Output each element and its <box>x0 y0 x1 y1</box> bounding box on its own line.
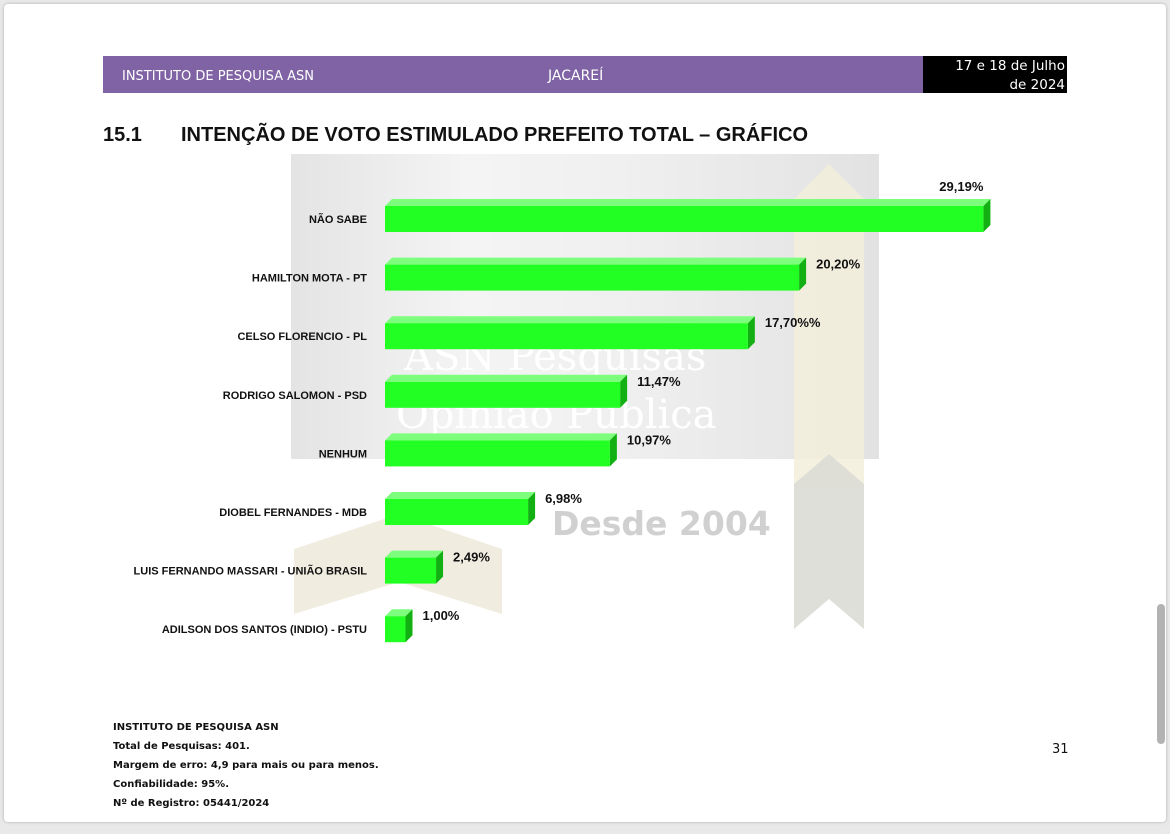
bar-top-face <box>385 609 413 617</box>
bar <box>385 206 984 232</box>
bar <box>385 557 437 584</box>
bar <box>385 381 621 408</box>
bar-top-face <box>385 374 628 382</box>
category-label: DIOBEL FERNANDES - MDB <box>219 507 367 519</box>
bar-group: RODRIGO SALOMON - PSD 11,47% <box>223 374 681 408</box>
category-label: NENHUM <box>319 448 367 460</box>
header-date-line1: 17 e 18 de Julho <box>955 58 1065 74</box>
section-title: INTENÇÃO DE VOTO ESTIMULADO PREFEITO TOT… <box>181 124 809 146</box>
bar-group: CELSO FLORENCIO - PL 17,70%% <box>237 315 821 350</box>
bar-side-face <box>799 257 807 291</box>
bar-side-face <box>983 199 991 232</box>
value-label: 17,70%% <box>765 315 821 330</box>
value-label: 6,98% <box>545 491 582 506</box>
bar-group: DIOBEL FERNANDES - MDB 6,98% <box>219 491 582 525</box>
bar-top-face <box>385 257 807 265</box>
bar <box>385 440 610 467</box>
bar-group: LUIS FERNANDO MASSARI - UNIÃO BRASIL 2,49… <box>134 550 490 584</box>
header-bar: INSTITUTO DE PESQUISA ASN JACAREÍ <box>103 56 923 93</box>
bar-group: ADILSON DOS SANTOS (INDIO) - PSTU 1,00% <box>162 608 460 643</box>
header-date-box: 17 e 18 de Julho de 2024 <box>923 56 1067 93</box>
bar-top-face <box>385 316 755 324</box>
bar-group: HAMILTON MOTA - PT 20,20% <box>252 257 861 291</box>
footer-registry: Nº de Registro: 05441/2024 <box>113 798 270 809</box>
category-label: LUIS FERNANDO MASSARI - UNIÃO BRASIL <box>134 565 368 578</box>
bar-side-face <box>747 316 755 350</box>
value-label: 11,47% <box>637 374 681 389</box>
bar-top-face <box>385 433 617 441</box>
footer-institute: INSTITUTO DE PESQUISA ASN <box>113 722 279 733</box>
bar-chart: NÃO SABE 29,19% HAMILTON MOTA - PT 20,20% CE… <box>134 179 991 643</box>
bar-top-face <box>385 199 991 206</box>
bar-top-face <box>385 492 536 499</box>
bar-side-face <box>528 492 536 525</box>
category-label: ADILSON DOS SANTOS (INDIO) - PSTU <box>162 624 367 636</box>
header-date: 17 e 18 de Julho de 2024 <box>925 57 1065 95</box>
bar-top-face <box>385 550 444 558</box>
value-label: 29,19% <box>939 179 984 194</box>
footer-margin: Margem de erro: 4,9 para mais ou para me… <box>113 760 379 771</box>
footer-total: Total de Pesquisas: 401. <box>113 741 250 752</box>
bar <box>385 264 800 291</box>
header-city: JACAREÍ <box>548 68 604 84</box>
bar-side-face <box>620 374 628 408</box>
footer-confidence: Confiabilidade: 95%. <box>113 779 229 790</box>
bar <box>385 616 406 643</box>
report-page: INSTITUTO DE PESQUISA ASN JACAREÍ 17 e 1… <box>4 4 1166 822</box>
value-label: 2,49% <box>453 550 490 565</box>
category-label: NÃO SABE <box>309 213 367 226</box>
category-label: CELSO FLORENCIO - PL <box>237 331 367 343</box>
bar-group: NÃO SABE 29,19% <box>309 179 991 232</box>
footer-info: INSTITUTO DE PESQUISA ASN Total de Pesqu… <box>113 718 379 813</box>
value-label: 20,20% <box>816 257 861 272</box>
value-label: 10,97% <box>627 432 672 447</box>
header-institute: INSTITUTO DE PESQUISA ASN <box>122 69 314 84</box>
header-date-line2: de 2024 <box>1009 77 1065 93</box>
bar-side-face <box>405 609 413 643</box>
scrollbar-thumb[interactable] <box>1157 604 1165 744</box>
section-number: 15.1 <box>103 124 142 146</box>
category-label: RODRIGO SALOMON - PSD <box>223 390 367 402</box>
category-label: HAMILTON MOTA - PT <box>252 273 367 285</box>
bar-side-face <box>436 550 444 584</box>
bar <box>385 323 748 350</box>
bar-side-face <box>609 433 617 467</box>
value-label: 1,00% <box>423 608 460 623</box>
page-number: 31 <box>1052 742 1069 757</box>
bar-group: NENHUM 10,97% <box>319 432 672 467</box>
bar <box>385 499 529 525</box>
